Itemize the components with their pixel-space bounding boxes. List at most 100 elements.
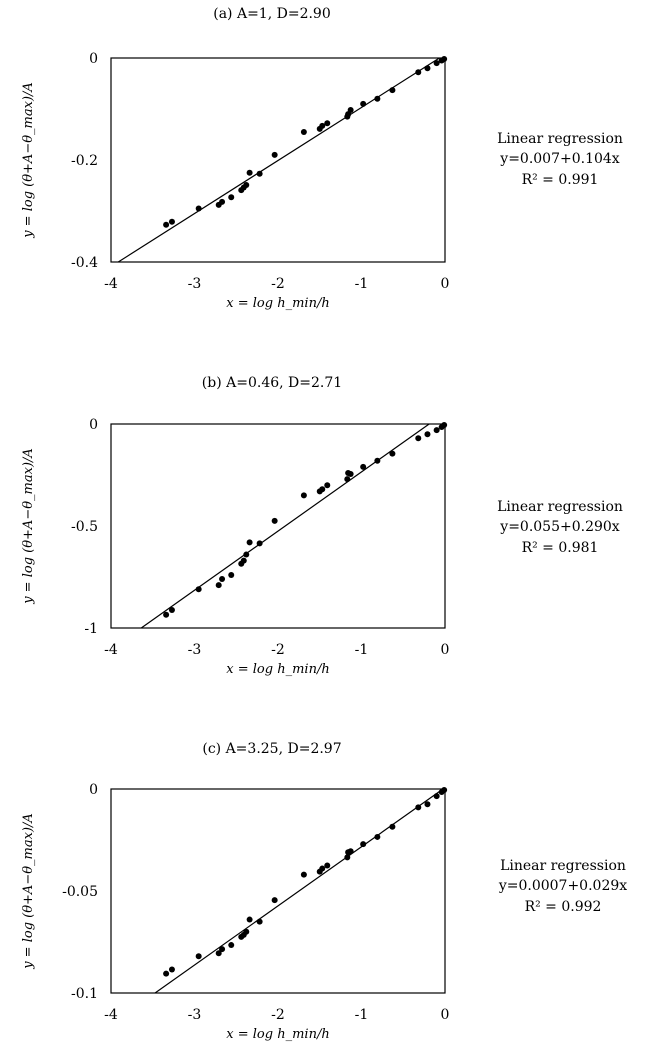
panel-b-annotation-line-2: y=0.055+0.290x — [499, 519, 620, 535]
panel-c-point — [228, 942, 235, 949]
panel-a-y-tick-label: -0.2 — [71, 153, 98, 169]
panel-a-points — [163, 56, 448, 228]
panel-b-point — [300, 492, 307, 499]
panel-a-point — [256, 170, 263, 177]
panel-b-y-axis-label: y = log (θ+A−θ_max)/A — [21, 448, 36, 605]
panel-b-x-axis-label: x = log h_min/h — [226, 662, 329, 677]
panel-c-point — [243, 928, 250, 935]
panel-a-regression-line — [117, 57, 440, 263]
panel-c-point — [219, 946, 226, 953]
panel-a-point — [168, 218, 175, 225]
panel-c-regression-line — [154, 788, 444, 994]
panel-b-point — [389, 450, 396, 457]
panel-a-annotation-line-2: y=0.007+0.104x — [499, 151, 620, 167]
panel-a-x-tick-3: -2 — [271, 276, 285, 292]
panel-a-y-tick-label: -0.4 — [71, 255, 98, 271]
panel-b-point — [441, 422, 448, 429]
panel-c-x-tick-3: -2 — [271, 1007, 285, 1023]
panel-b-point — [246, 539, 253, 546]
panel-a-point — [324, 120, 331, 127]
panel-a-point — [228, 194, 235, 201]
panel-c-point — [271, 897, 278, 904]
panel-b-point — [347, 470, 354, 477]
panel-a-point — [319, 122, 326, 129]
panel-c-y-tick-label: -0.1 — [71, 986, 98, 1002]
panel-a-y-tick-label: 0 — [89, 51, 98, 67]
panel-b-point — [215, 582, 222, 589]
panel-c-point — [195, 953, 202, 960]
panel-b-point — [319, 486, 326, 493]
panel-c-points — [163, 787, 448, 977]
panel-a-point — [243, 181, 250, 188]
panel-a-annotation-line-3: R² = 0.991 — [522, 172, 599, 188]
panel-c-title: (c) A=3.25, D=2.97 — [202, 741, 341, 757]
panel-c-point — [168, 966, 175, 973]
panel-b-point — [219, 576, 226, 583]
panel-c-y-axis-label: y = log (θ+A−θ_max)/A — [21, 813, 36, 970]
panel-c-annotation-line-1: Linear regression — [500, 858, 626, 874]
panel-a-x-tick-2: -3 — [188, 276, 202, 292]
panel-a-annotation-line-1: Linear regression — [497, 131, 623, 147]
panel-a-point — [347, 107, 354, 114]
panel-b-point — [324, 482, 331, 489]
panel-a-point — [300, 128, 307, 135]
panel-a-point — [246, 169, 253, 176]
panel-c-annotation-line-3: R² = 0.992 — [525, 899, 602, 915]
panel-a-title: (a) A=1, D=2.90 — [213, 6, 331, 22]
panel-b-annotation-line-3: R² = 0.981 — [522, 540, 599, 556]
panel-c-point — [246, 916, 253, 923]
panel-a-x-tick-1: -4 — [104, 276, 118, 292]
panel-c-y-tick-label: -0.05 — [62, 884, 98, 900]
panel-b-title: (b) A=0.46, D=2.71 — [202, 375, 342, 391]
panel-b-y-ticks: 0 -0.5 -1 — [71, 417, 98, 637]
panel-b-point — [271, 517, 278, 524]
panel-a-point — [433, 60, 440, 67]
panel-a-plot-frame — [110, 57, 446, 263]
panel-a-x-axis-label: x = log h_min/h — [226, 296, 329, 311]
panel-c-y-tick-label: 0 — [89, 782, 98, 798]
panel-c-point — [324, 862, 331, 869]
panel-b-point — [163, 611, 170, 618]
panel-a-x-tick-5: 0 — [441, 276, 450, 292]
panel-b-x-tick-3: -2 — [271, 642, 285, 658]
panel-c-x-tick-1: -4 — [104, 1007, 118, 1023]
panel-b-point — [415, 435, 422, 442]
panel-b-x-tick-5: 0 — [441, 642, 450, 658]
panel-b: (b) A=0.46, D=2.71 0 -0.5 -1 -4 -3 -2 -1 0… — [21, 375, 623, 677]
panel-a-point — [271, 151, 278, 158]
panel-b-y-tick-label: 0 — [89, 417, 98, 433]
panel-c-annotation-line-2: y=0.0007+0.029x — [498, 878, 627, 894]
panel-c: (c) A=3.25, D=2.97 0 -0.05 -0.1 -4 -3 -2 -… — [21, 741, 627, 1042]
panel-c-x-tick-2: -3 — [188, 1007, 202, 1023]
panel-b-plot-frame — [110, 423, 446, 629]
panel-c-point — [441, 787, 448, 794]
panel-a-y-axis-label: y = log (θ+A−θ_max)/A — [21, 82, 36, 239]
panel-b-y-tick-label: -1 — [84, 621, 98, 637]
panel-c-x-tick-4: -1 — [355, 1007, 369, 1023]
panel-b-points — [163, 422, 448, 618]
panel-a-point — [374, 95, 381, 102]
panel-b-point — [433, 427, 440, 434]
panel-a-point — [441, 56, 448, 63]
panel-b-point — [168, 607, 175, 614]
panel-c-plot-frame — [110, 788, 446, 994]
panel-b-point — [424, 431, 431, 438]
panel-c-point — [163, 970, 170, 977]
panel-c-point — [319, 865, 326, 872]
panel-c-point — [424, 801, 431, 808]
panel-b-point — [228, 571, 235, 578]
panel-b-y-tick-label: -0.5 — [71, 519, 98, 535]
panel-c-point — [374, 833, 381, 840]
panel-a: (a) A=1, D=2.90 0 -0.2 -0.4 -4 -3 -2 -1 0 … — [21, 6, 623, 311]
panel-c-x-axis-label: x = log h_min/h — [226, 1027, 329, 1042]
panel-a-point — [163, 221, 170, 228]
panel-a-y-ticks: 0 -0.2 -0.4 — [71, 51, 98, 271]
panel-b-point — [240, 557, 247, 564]
panel-b-point — [360, 463, 367, 470]
panel-b-x-tick-1: -4 — [104, 642, 118, 658]
panel-a-point — [219, 198, 226, 205]
panel-b-regression-line — [140, 423, 430, 629]
panel-c-y-ticks: 0 -0.05 -0.1 — [62, 782, 98, 1002]
panel-b-x-tick-2: -3 — [188, 642, 202, 658]
